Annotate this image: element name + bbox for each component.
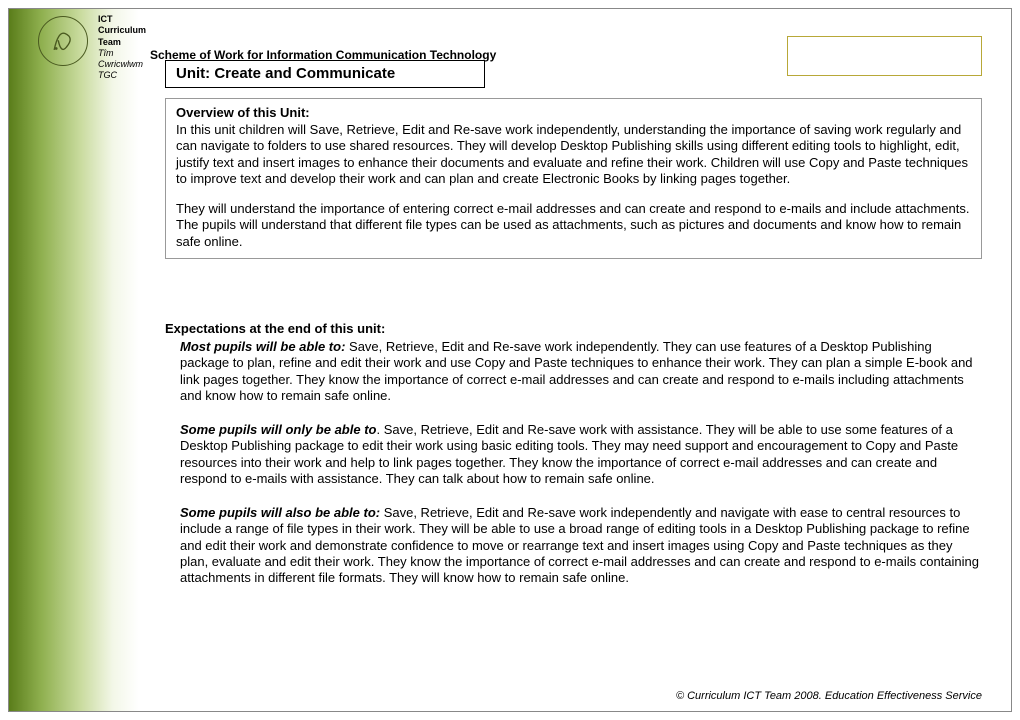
team-line4: Tîm [98, 48, 146, 59]
expectations-some-also: Some pupils will also be able to: Save, … [180, 505, 982, 586]
most-lead: Most pupils will be able to: [180, 339, 345, 354]
unit-title-box: Unit: Create and Communicate [165, 60, 485, 88]
footer-copyright: © Curriculum ICT Team 2008. Education Ef… [676, 690, 982, 702]
header-right-box [787, 36, 982, 76]
expectations-heading: Expectations at the end of this unit: [165, 321, 385, 336]
overview-p2: They will understand the importance of e… [176, 201, 971, 250]
overview-heading: Overview of this Unit: [176, 105, 971, 120]
team-logo-icon [38, 16, 88, 66]
expectations-most: Most pupils will be able to: Save, Retri… [180, 339, 982, 404]
team-label: ICT Curriculum Team Tîm Cwricwlwm TGC [98, 14, 146, 82]
overview-box: Overview of this Unit: In this unit chil… [165, 98, 982, 259]
left-gradient-band [9, 9, 139, 711]
some-also-lead: Some pupils will also be able to: [180, 505, 380, 520]
some-only-lead: Some pupils will only be able to [180, 422, 376, 437]
expectations-some-only: Some pupils will only be able to. Save, … [180, 422, 982, 487]
team-line1: ICT [98, 14, 146, 25]
overview-p1: In this unit children will Save, Retriev… [176, 122, 971, 187]
team-line6: TGC [98, 70, 146, 81]
expectations-body: Most pupils will be able to: Save, Retri… [180, 339, 982, 604]
unit-title: Unit: Create and Communicate [176, 65, 395, 82]
team-line2: Curriculum [98, 25, 146, 36]
team-line3: Team [98, 37, 146, 48]
team-line5: Cwricwlwm [98, 59, 146, 70]
